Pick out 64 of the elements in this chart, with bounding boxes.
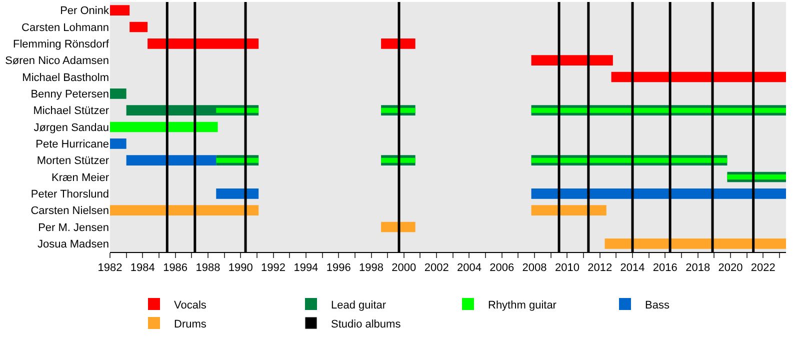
bar	[110, 88, 126, 99]
y-tick-label: Peter Thorslund	[30, 188, 109, 201]
bar	[381, 38, 416, 49]
bar	[126, 155, 216, 166]
bar	[611, 72, 786, 82]
bar	[381, 158, 416, 163]
x-tick-label: 1994	[294, 262, 318, 274]
x-tick-label: 2002	[424, 262, 449, 274]
x-tick-label: 2022	[750, 262, 776, 274]
bar	[381, 108, 416, 113]
legend-label: Rhythm guitar	[488, 299, 557, 312]
x-tick-label: 2018	[686, 262, 710, 274]
bar	[381, 222, 416, 232]
y-tick-label: Morten Stützer	[36, 155, 110, 168]
y-tick-label: Pete Hurricane	[36, 138, 109, 151]
y-tick-label: Per M. Jensen	[38, 222, 109, 234]
legend-label: Drums	[174, 318, 207, 330]
bar	[531, 55, 613, 66]
y-tick-label: Carsten Nielsen	[30, 205, 109, 218]
bar	[148, 38, 259, 49]
x-tick-label: 2020	[718, 262, 743, 274]
x-tick-label: 2014	[620, 262, 645, 274]
x-tick-label: 1990	[228, 262, 253, 274]
x-tick-label: 1998	[359, 262, 384, 274]
x-tick-label: 1982	[98, 262, 122, 274]
y-tick-label: Carsten Lohmann	[22, 22, 109, 34]
x-tick-label: 2016	[652, 262, 678, 274]
bar	[727, 174, 786, 180]
bar	[531, 108, 786, 113]
y-tick-label: Michael Stützer	[33, 105, 110, 118]
bar	[216, 158, 259, 163]
bar	[216, 108, 259, 113]
y-tick-label: Josua Madsen	[37, 238, 109, 251]
x-tick-label: 1992	[261, 262, 286, 274]
x-tick-label: 2004	[456, 262, 482, 274]
bar	[110, 205, 259, 216]
legend-label: Bass	[645, 299, 670, 312]
y-tick-label: Per Onink	[60, 5, 110, 18]
x-tick-label: 1988	[196, 262, 220, 274]
y-tick-label: Michael Bastholm	[22, 72, 109, 84]
bar	[604, 238, 786, 249]
y-tick-label: Benny Petersen	[30, 88, 109, 101]
x-tick-label: 1984	[130, 262, 155, 274]
x-tick-label: 2006	[490, 262, 514, 274]
y-tick-label: Søren Nico Adamsen	[5, 55, 109, 68]
legend-label: Vocals	[174, 299, 207, 312]
bar	[110, 5, 130, 16]
y-tick-label: Kræn Meier	[52, 172, 110, 184]
x-tick-label: 1986	[163, 262, 188, 274]
bar	[216, 188, 259, 199]
x-tick-label: 1996	[326, 262, 351, 274]
bar	[531, 158, 728, 163]
x-tick-label: 2012	[588, 262, 612, 274]
bar	[531, 205, 606, 216]
y-tick-label: Jørgen Sandau	[34, 122, 109, 134]
bar	[531, 188, 786, 199]
bar	[130, 22, 148, 32]
x-tick-label: 2010	[554, 262, 580, 274]
x-tick-label: 2008	[522, 262, 547, 274]
y-tick-label: Flemming Rönsdorf	[13, 38, 110, 51]
legend-label: Studio albums	[331, 318, 402, 330]
x-tick-label: 2000	[392, 262, 416, 274]
bar	[110, 138, 126, 149]
legend-label: Lead guitar	[331, 299, 386, 312]
